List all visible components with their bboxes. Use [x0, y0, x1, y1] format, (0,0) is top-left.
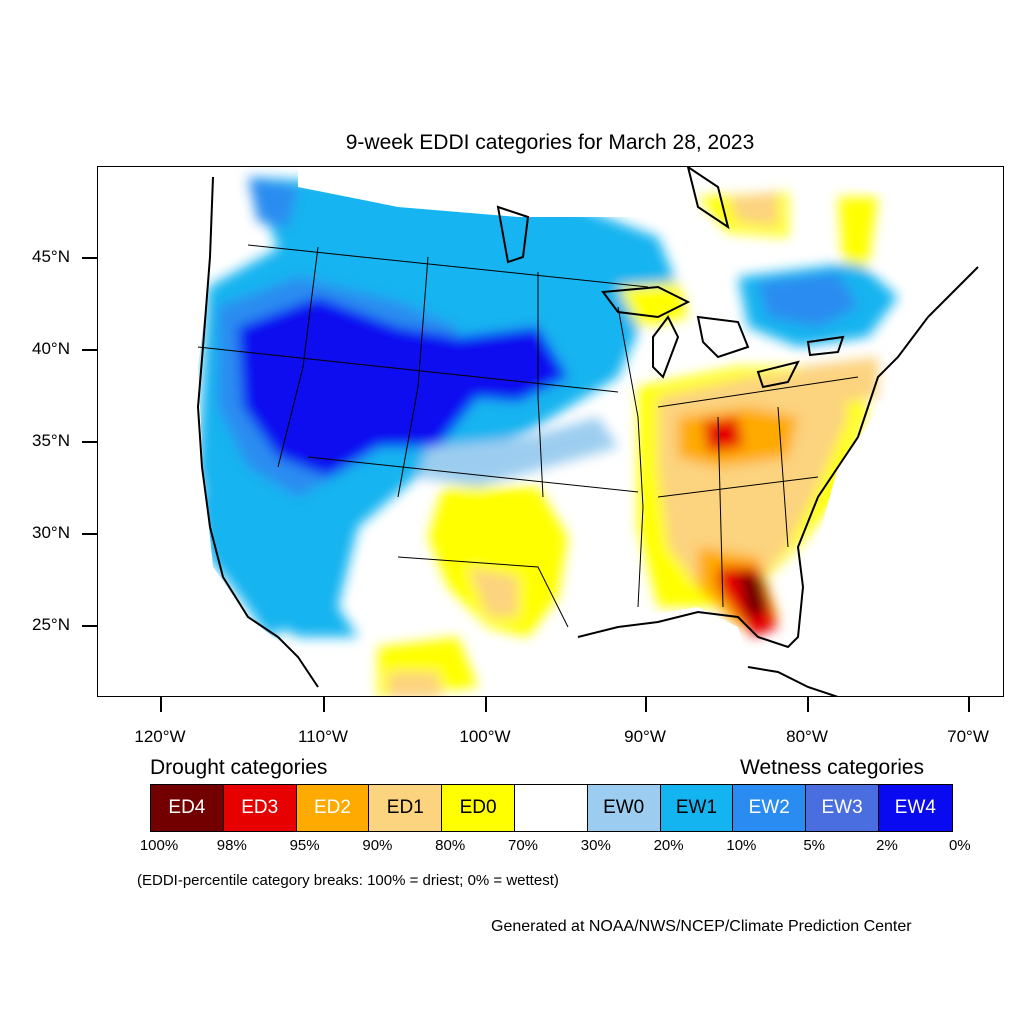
legend-category-ed0: ED0 — [442, 785, 515, 831]
lat-label-25: 25°N — [32, 615, 70, 634]
legend-percentile-label: 2% — [876, 837, 898, 854]
state-borders — [197, 244, 859, 628]
lon-label-100: 100°W — [459, 727, 511, 746]
wetness-heading: Wetness categories — [740, 756, 925, 779]
legend-percentile-label: 80% — [435, 837, 466, 854]
lat-label-45: 45°N — [32, 247, 70, 266]
eddi-field — [198, 177, 898, 696]
lat-label-35: 35°N — [32, 431, 70, 450]
lat-label-30: 30°N — [32, 523, 70, 542]
lat-tick-30 — [82, 533, 97, 535]
lon-tick-70 — [968, 697, 970, 712]
atlantic-ocean — [788, 298, 1003, 696]
lat-tick-45 — [82, 257, 97, 259]
legend-category-ed2: ED2 — [296, 785, 370, 831]
lat-label-40: 40°N — [32, 339, 70, 358]
legend-category-normal — [514, 785, 588, 831]
pacific-ocean — [98, 167, 318, 696]
eddi-map — [97, 166, 1004, 697]
legend-percentile-label: 5% — [803, 837, 826, 854]
lon-label-110: 110°W — [298, 727, 348, 746]
legend-category-ed4: ED4 — [151, 785, 224, 831]
canada-area-west — [298, 167, 658, 217]
canada-area — [658, 167, 1003, 217]
legend-category-ew1: EW1 — [660, 785, 734, 831]
legend-color-bar: ED4 ED3 ED2 ED1 ED0 EW0 EW1 EW2 EW3 EW4 — [150, 784, 953, 832]
lon-label-70: 70°W — [947, 727, 989, 746]
lon-tick-110 — [323, 697, 325, 712]
lon-tick-80 — [807, 697, 809, 712]
eddi-map-canvas — [98, 167, 1003, 696]
legend-category-ew2: EW2 — [733, 785, 807, 831]
gulf-of-mexico — [578, 607, 758, 696]
lat-tick-40 — [82, 349, 97, 351]
legend-percentile-label: 10% — [726, 837, 757, 854]
legend-category-ew4: EW4 — [878, 785, 952, 831]
map-title: 9-week EDDI categories for March 28, 202… — [345, 131, 755, 154]
lon-tick-100 — [485, 697, 487, 712]
lat-tick-35 — [82, 441, 97, 443]
lon-tick-90 — [645, 697, 647, 712]
lon-label-80: 80°W — [786, 727, 828, 746]
legend-percentile-label: 90% — [362, 837, 393, 854]
legend-percentile-label: 70% — [507, 837, 539, 854]
lon-tick-120 — [160, 697, 162, 712]
credit-line: Generated at NOAA/NWS/NCEP/Climate Predi… — [491, 918, 912, 935]
legend-percentile-label: 98% — [216, 837, 247, 854]
legend-percentile-label: 30% — [580, 837, 611, 854]
legend-category-ew3: EW3 — [806, 785, 879, 831]
legend-percentile-label: 0% — [948, 837, 971, 854]
legend-category-ed3: ED3 — [223, 785, 297, 831]
legend-percentile-label: 100% — [139, 837, 179, 854]
category-note: (EDDI-percentile category breaks: 100% =… — [137, 872, 559, 889]
drought-heading: Drought categories — [150, 756, 328, 779]
coastlines — [196, 176, 979, 696]
legend-category-ed1: ED1 — [369, 785, 443, 831]
lat-tick-25 — [82, 625, 97, 627]
lon-label-120: 120°W — [134, 727, 186, 746]
legend-percentile-label: 20% — [653, 837, 684, 854]
lon-label-90: 90°W — [624, 727, 666, 746]
legend-percentile-label: 95% — [289, 837, 320, 854]
legend-category-ew0: EW0 — [587, 785, 661, 831]
great-lakes — [496, 167, 845, 389]
